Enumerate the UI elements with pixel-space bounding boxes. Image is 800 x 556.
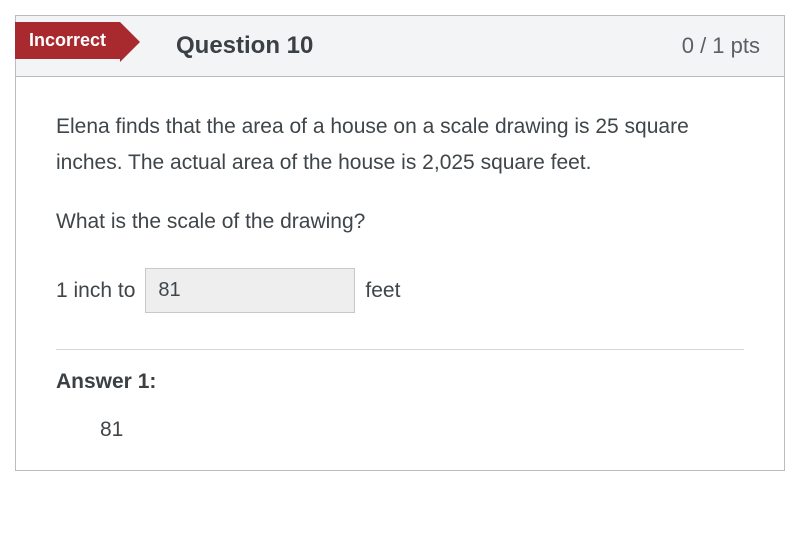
answer-prefix-label: 1 inch to xyxy=(56,279,135,303)
given-answer-value: 81 xyxy=(56,418,744,442)
question-points: 0 / 1 pts xyxy=(682,33,760,59)
answer-divider xyxy=(56,349,744,350)
question-card: Incorrect Question 10 0 / 1 pts Elena fi… xyxy=(15,15,785,471)
answer-input[interactable] xyxy=(145,268,355,313)
prompt-text: Elena finds that the area of a house on … xyxy=(56,109,744,180)
answer-suffix-label: feet xyxy=(365,279,400,303)
status-badge: Incorrect xyxy=(15,22,120,59)
answer-line: 1 inch to feet xyxy=(56,268,744,313)
question-body: Elena finds that the area of a house on … xyxy=(16,77,784,470)
given-answer-label: Answer 1: xyxy=(56,370,744,394)
question-title: Question 10 xyxy=(176,32,313,60)
sub-prompt-text: What is the scale of the drawing? xyxy=(56,204,744,240)
status-badge-text: Incorrect xyxy=(29,30,106,50)
